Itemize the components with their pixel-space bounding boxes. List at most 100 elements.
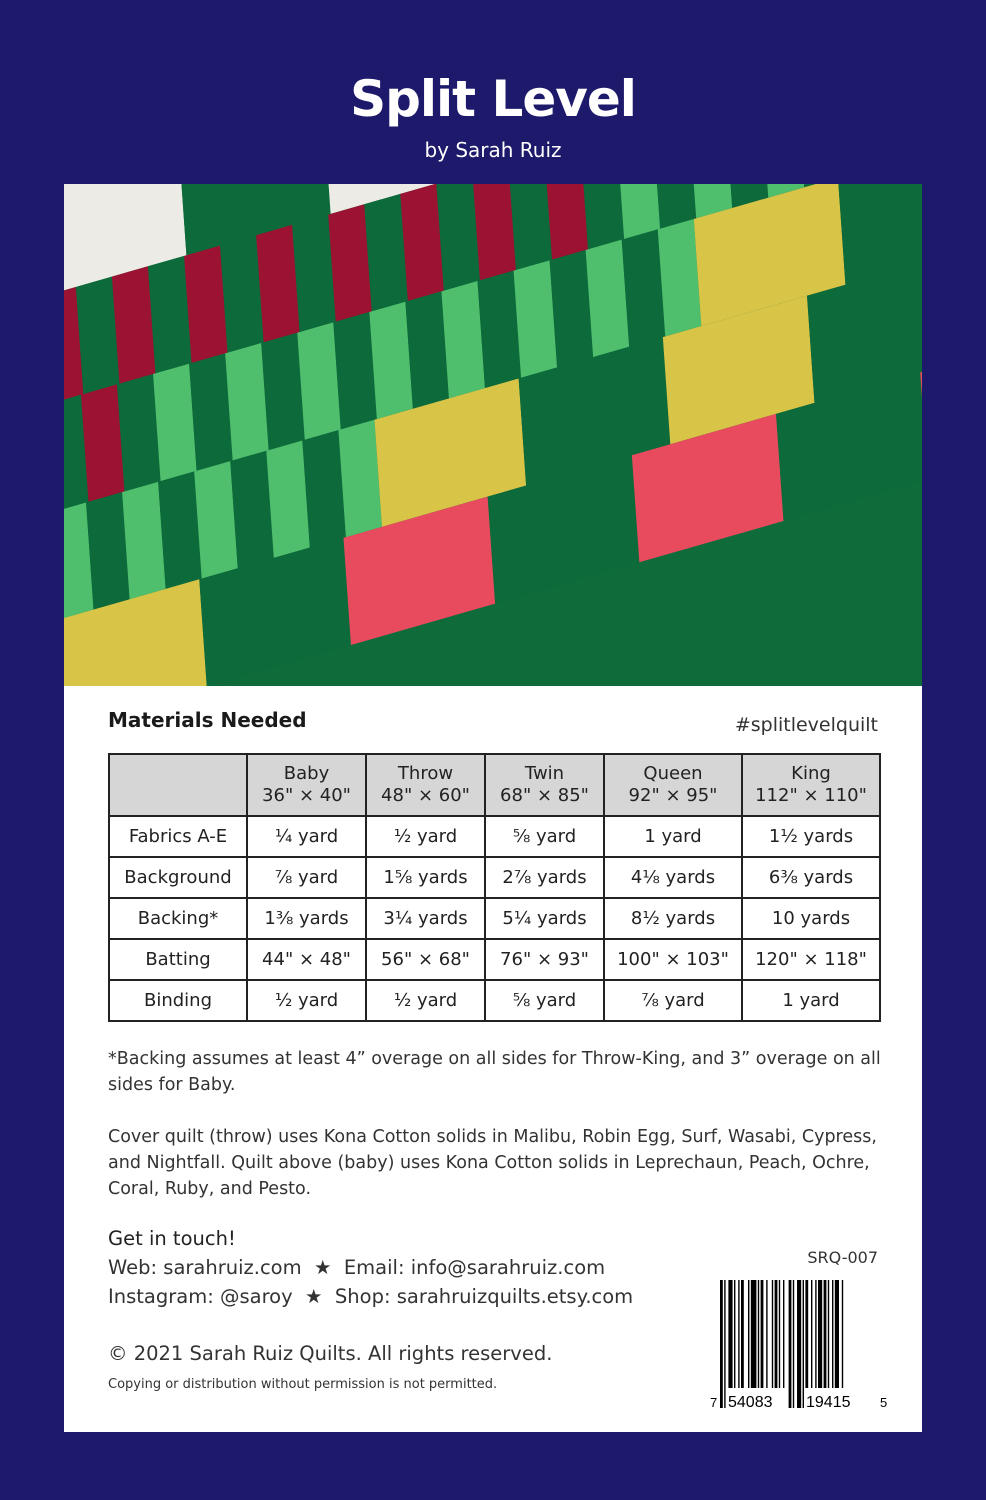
size-dim: 68" × 85" bbox=[500, 785, 589, 806]
quilt-block bbox=[657, 219, 702, 337]
barcode-bar bbox=[841, 1280, 844, 1408]
quilt-block bbox=[662, 295, 815, 445]
barcode-bar bbox=[728, 1280, 733, 1408]
barcode-bar bbox=[834, 1280, 839, 1408]
quilt-block bbox=[580, 184, 625, 250]
cell-value: 120" × 118" bbox=[741, 938, 881, 981]
quilt-block bbox=[549, 250, 594, 368]
quilt-block bbox=[585, 239, 630, 358]
barcode-bar bbox=[774, 1280, 778, 1408]
barcode-digits-left: 54083 bbox=[728, 1394, 773, 1410]
cell-value: 5¼ yards bbox=[484, 897, 605, 940]
materials-table: Baby 36" × 40" Throw 48" × 60" Twin 68" × 8… bbox=[108, 753, 881, 1022]
barcode-digit-last: 5 bbox=[880, 1395, 887, 1410]
size-dim: 112" × 110" bbox=[755, 785, 867, 806]
contact-heading: Get in touch! bbox=[108, 1227, 236, 1250]
quilt-block bbox=[184, 245, 228, 364]
quilt-block bbox=[158, 471, 202, 589]
header-throw: Throw 48" × 60" bbox=[365, 753, 486, 817]
fabric-note: Cover quilt (throw) uses Kona Cotton sol… bbox=[108, 1127, 877, 1199]
barcode-bar bbox=[818, 1280, 823, 1408]
cell-value: ⅞ yard bbox=[246, 856, 367, 899]
size-dim: 48" × 60" bbox=[381, 785, 470, 806]
barcode-bar bbox=[757, 1280, 760, 1408]
table-header-row: Baby 36" × 40" Throw 48" × 60" Twin 68" × 8… bbox=[108, 753, 881, 817]
quilt-block bbox=[80, 384, 125, 502]
quilt-block bbox=[64, 184, 187, 297]
cell-value: 1½ yards bbox=[741, 815, 881, 858]
quilt-block bbox=[400, 184, 444, 302]
quilt-block bbox=[194, 461, 238, 579]
barcode-bar bbox=[811, 1280, 813, 1408]
quilt-block bbox=[487, 455, 640, 604]
quilt-block bbox=[436, 184, 480, 291]
header-twin: Twin 68" × 85" bbox=[484, 753, 605, 817]
barcode-bar bbox=[815, 1280, 817, 1408]
quilt-photo bbox=[64, 184, 922, 686]
quilt-block bbox=[117, 374, 161, 492]
quilt-image bbox=[64, 184, 922, 686]
quilt-block bbox=[369, 301, 413, 420]
barcode: 7 54083 19415 5 bbox=[710, 1280, 887, 1410]
quilt-block bbox=[266, 440, 310, 558]
contact-web-email: Web: sarahruiz.com ★ Email: info@sarahru… bbox=[108, 1256, 606, 1279]
cell-value: 10 yards bbox=[741, 897, 881, 940]
cell-value: 4⅛ yards bbox=[603, 856, 743, 899]
barcode-bar bbox=[766, 1280, 768, 1408]
barcode-bar bbox=[788, 1280, 792, 1408]
barcode-bar bbox=[823, 1280, 827, 1408]
header-queen: Queen 92" × 95" bbox=[603, 753, 743, 817]
barcode-bar bbox=[802, 1280, 804, 1408]
cell-value: 56" × 68" bbox=[365, 938, 486, 981]
content-panel: Materials Needed #splitlevelquilt Baby 36… bbox=[64, 184, 922, 1432]
row-label: Fabrics A-E bbox=[108, 815, 248, 858]
size-dim: 92" × 95" bbox=[628, 785, 718, 806]
sku-code: SRQ-007 bbox=[807, 1248, 878, 1267]
quilt-block bbox=[405, 291, 449, 409]
table-row: Binding ½ yard ½ yard ⅝ yard ⅞ yard 1 yard bbox=[108, 979, 881, 1022]
quilt-block bbox=[652, 184, 697, 229]
cell-value: ⅝ yard bbox=[484, 979, 605, 1022]
barcode-bar bbox=[760, 1280, 764, 1408]
quilt-block bbox=[441, 281, 485, 399]
quilt-block bbox=[64, 502, 94, 620]
barcode-bar bbox=[832, 1280, 834, 1408]
cell-value: ½ yard bbox=[365, 815, 486, 858]
author-byline: by Sarah Ruiz bbox=[424, 138, 562, 162]
quilt-block bbox=[472, 184, 516, 281]
quilt-block bbox=[178, 184, 331, 256]
quilt-block bbox=[837, 184, 922, 285]
quilt-block bbox=[807, 254, 922, 403]
quilt-block bbox=[64, 579, 207, 686]
quilt-block bbox=[518, 337, 671, 486]
barcode-bar bbox=[792, 1280, 795, 1408]
quilt-block bbox=[189, 353, 233, 471]
quilt-block bbox=[621, 229, 666, 347]
hashtag: #splitlevelquilt bbox=[734, 714, 878, 736]
cell-value: 1 yard bbox=[741, 979, 881, 1022]
quilt-block bbox=[631, 413, 784, 563]
size-name: King bbox=[791, 763, 831, 784]
quilt-block bbox=[64, 394, 89, 513]
backing-note: *Backing assumes at least 4” overage on … bbox=[108, 1049, 881, 1095]
row-label: Batting bbox=[108, 938, 248, 981]
header-king: King 112" × 110" bbox=[741, 753, 881, 817]
barcode-bar bbox=[783, 1280, 785, 1408]
contact-instagram-shop: Instagram: @saroy ★ Shop: sarahruizquilt… bbox=[108, 1285, 634, 1308]
cell-value: 76" × 93" bbox=[484, 938, 605, 981]
quilt-block bbox=[292, 214, 336, 333]
materials-heading: Materials Needed bbox=[108, 708, 307, 732]
quilt-block bbox=[343, 496, 496, 645]
quilt-block bbox=[297, 322, 341, 440]
barcode-bar bbox=[771, 1280, 774, 1408]
barcode-bar bbox=[778, 1280, 781, 1408]
cell-value: 8½ yards bbox=[603, 897, 743, 940]
quilt-block bbox=[776, 372, 922, 521]
cell-value: 6⅜ yards bbox=[741, 856, 881, 899]
quilt-block bbox=[333, 312, 377, 430]
quilt-block bbox=[616, 184, 661, 239]
quilt-block bbox=[693, 184, 846, 327]
cell-value: 1 yard bbox=[603, 815, 743, 858]
quilt-block bbox=[75, 276, 120, 395]
cell-value: 44" × 48" bbox=[246, 938, 367, 981]
